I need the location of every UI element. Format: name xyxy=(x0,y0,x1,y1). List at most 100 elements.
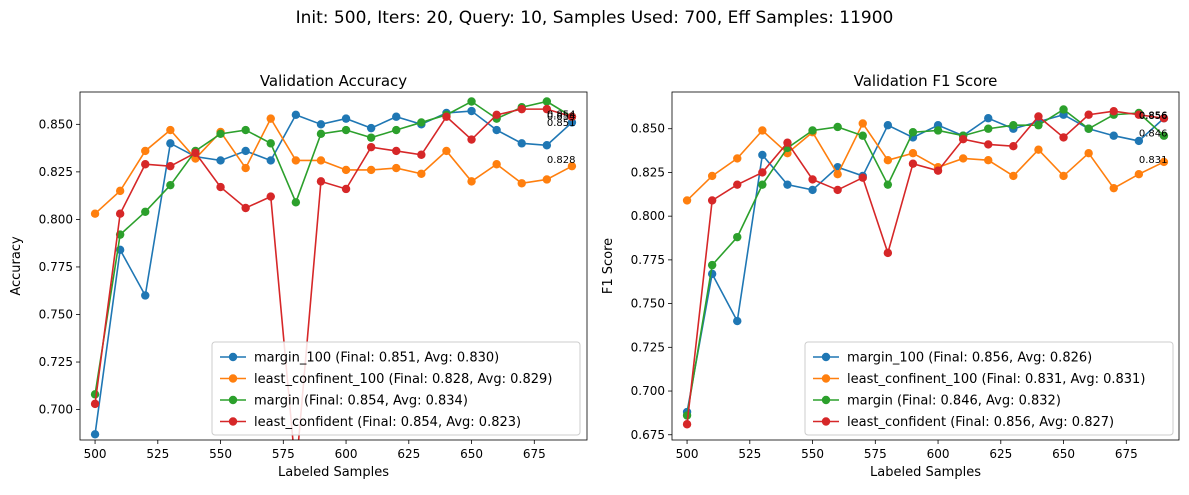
data-point-s3 xyxy=(833,185,842,195)
legend-entry-label: least_confinent_100 (Final: 0.828, Avg: … xyxy=(254,372,552,387)
series-line-3 xyxy=(686,110,1165,425)
legend-swatch-marker xyxy=(821,395,831,405)
data-point-s2 xyxy=(707,260,717,270)
data-point-s0 xyxy=(166,139,175,148)
legend: margin_100 (Final: 0.856, Avg: 0.826) lea… xyxy=(804,341,1174,436)
data-point-s3 xyxy=(542,104,552,114)
x-axis-label: Labeled Samples xyxy=(278,465,389,480)
data-point-s1 xyxy=(542,175,552,184)
x-tick-label: 650 xyxy=(460,447,483,461)
data-point-s2 xyxy=(467,97,476,106)
data-point-s2 xyxy=(1034,121,1043,130)
final-value-annotation: 0.846 xyxy=(1139,129,1168,140)
data-point-s1 xyxy=(90,209,100,218)
data-point-s2 xyxy=(316,129,326,139)
data-point-s2 xyxy=(366,133,376,142)
data-point-s3 xyxy=(266,192,275,201)
plot-area xyxy=(90,97,577,440)
data-point-s1 xyxy=(682,196,692,205)
data-point-s1 xyxy=(1059,171,1068,181)
y-tick-label: 0.675 xyxy=(631,428,665,442)
data-point-s0 xyxy=(883,121,893,130)
final-value-annotation: 0.828 xyxy=(547,155,576,166)
final-value-annotation: 0.854 xyxy=(547,111,576,122)
x-tick-label: 550 xyxy=(801,447,824,461)
x-tick-label: 675 xyxy=(1115,447,1138,461)
y-tick-label: 0.800 xyxy=(631,209,665,223)
data-point-s2 xyxy=(341,125,351,135)
data-point-s1 xyxy=(833,169,842,179)
legend-entry-label: margin (Final: 0.854, Avg: 0.834) xyxy=(254,394,468,409)
f1-score-chart: Validation F1 Score 500 525 550 575 600 625 650… xyxy=(601,72,1180,480)
series-line-1 xyxy=(94,116,573,215)
data-point-s2 xyxy=(984,124,993,133)
x-tick-label: 525 xyxy=(738,447,761,461)
final-value-annotation: 0.831 xyxy=(1139,155,1168,166)
data-point-s2 xyxy=(908,128,918,137)
chart-title: Validation F1 Score xyxy=(854,72,998,90)
series-line-2 xyxy=(686,108,1165,416)
legend-entry-label: least_confident (Final: 0.856, Avg: 0.82… xyxy=(847,415,1114,430)
legend-entry-label: margin_100 (Final: 0.851, Avg: 0.830) xyxy=(254,351,499,366)
data-point-s3 xyxy=(1159,114,1169,123)
y-tick-label: 0.725 xyxy=(631,340,665,354)
data-point-s1 xyxy=(567,161,577,171)
data-point-s3 xyxy=(1059,133,1068,142)
data-point-s3 xyxy=(908,159,918,168)
data-point-s0 xyxy=(542,141,552,150)
data-point-s0 xyxy=(783,180,792,189)
data-point-s2 xyxy=(858,131,867,140)
data-point-s3 xyxy=(141,160,150,169)
legend-swatch-marker xyxy=(228,395,238,405)
data-point-s0 xyxy=(707,269,717,279)
data-point-s3 xyxy=(933,166,943,175)
legend-swatch-marker xyxy=(821,352,831,362)
x-tick-label: 600 xyxy=(335,447,358,461)
data-point-s1 xyxy=(291,156,301,165)
series-line-2 xyxy=(94,100,573,395)
y-tick-label: 0.800 xyxy=(39,212,73,226)
data-point-s2 xyxy=(266,139,275,148)
data-point-s0 xyxy=(517,139,526,148)
data-point-s3 xyxy=(517,104,526,114)
data-point-s1 xyxy=(141,146,150,156)
data-point-s1 xyxy=(517,179,526,188)
series-line-3 xyxy=(94,108,573,440)
data-point-s2 xyxy=(833,122,842,132)
data-point-s2 xyxy=(733,232,742,242)
data-point-s0 xyxy=(808,185,817,195)
data-point-s3 xyxy=(241,203,250,213)
data-point-s1 xyxy=(316,156,326,165)
data-point-s0 xyxy=(492,125,501,135)
data-point-s1 xyxy=(908,149,918,158)
data-point-s3 xyxy=(442,112,451,121)
final-value-annotation: 0.851 xyxy=(547,118,576,129)
data-point-s2 xyxy=(1009,121,1018,130)
data-point-s3 xyxy=(1084,110,1093,119)
x-tick-label: 500 xyxy=(676,447,699,461)
data-point-s1 xyxy=(492,160,501,169)
data-point-s1 xyxy=(266,114,275,123)
data-point-s2 xyxy=(417,118,426,127)
data-point-s1 xyxy=(366,165,376,175)
x-tick-label: 650 xyxy=(1052,447,1075,461)
data-point-s0 xyxy=(392,112,401,121)
axes-frame xyxy=(79,91,588,441)
x-tick-label: 500 xyxy=(84,447,107,461)
y-tick-label: 0.850 xyxy=(39,117,73,131)
data-point-s0 xyxy=(291,110,301,120)
data-point-s0 xyxy=(266,156,275,165)
data-point-s3 xyxy=(783,138,792,147)
data-point-s1 xyxy=(883,156,893,165)
data-point-s2 xyxy=(1159,131,1169,140)
data-point-s2 xyxy=(392,125,401,135)
data-point-s3 xyxy=(417,150,426,159)
data-point-s0 xyxy=(366,123,376,133)
data-point-s2 xyxy=(1059,105,1068,114)
data-point-s0 xyxy=(316,120,326,129)
x-tick-label: 675 xyxy=(523,447,546,461)
data-point-s2 xyxy=(141,207,150,217)
data-point-s0 xyxy=(758,150,767,160)
data-point-s0 xyxy=(733,316,742,326)
data-point-s2 xyxy=(933,126,943,135)
